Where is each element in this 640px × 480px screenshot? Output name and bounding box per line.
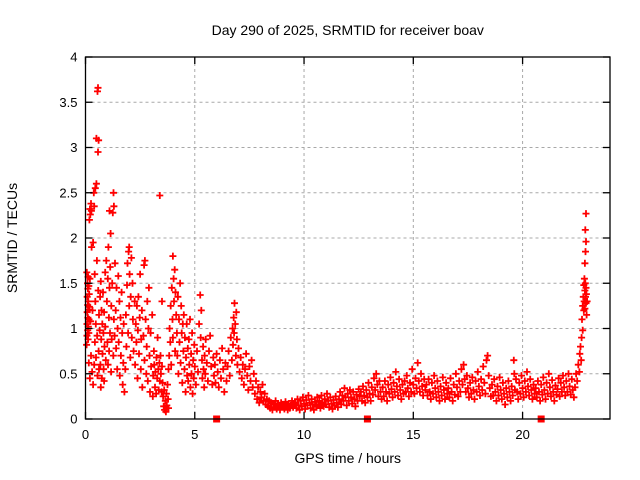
x-tick-label: 15 (406, 427, 420, 442)
y-tick-label: 3.5 (59, 95, 77, 110)
x-tick-label: 5 (191, 427, 198, 442)
y-tick-label: 0 (70, 412, 77, 427)
chart-title: Day 290 of 2025, SRMTID for receiver boa… (212, 22, 484, 38)
scatter-points (83, 84, 591, 416)
y-tick-label: 1.5 (59, 276, 77, 291)
y-tick-label: 3 (70, 140, 77, 155)
tick-marks (84, 56, 610, 420)
y-tick-label: 4 (70, 50, 77, 65)
y-axis-title: SRMTID / TECUs (4, 183, 20, 293)
tick-labels: 0 5 10 15 20 0 0.5 1 1.5 2 2.5 3 3.5 4 (59, 50, 529, 443)
x-axis-title: GPS time / hours (294, 450, 401, 466)
x-tick-label: 20 (515, 427, 529, 442)
y-tick-label: 2 (70, 231, 77, 246)
scatter-series (83, 84, 591, 416)
y-tick-label: 1 (70, 321, 77, 336)
y-tick-label: 0.5 (59, 366, 77, 381)
y-tick-label: 2.5 (59, 185, 77, 200)
gridlines (85, 57, 610, 419)
x-tick-label: 0 (82, 427, 89, 442)
x-tick-label: 10 (297, 427, 311, 442)
